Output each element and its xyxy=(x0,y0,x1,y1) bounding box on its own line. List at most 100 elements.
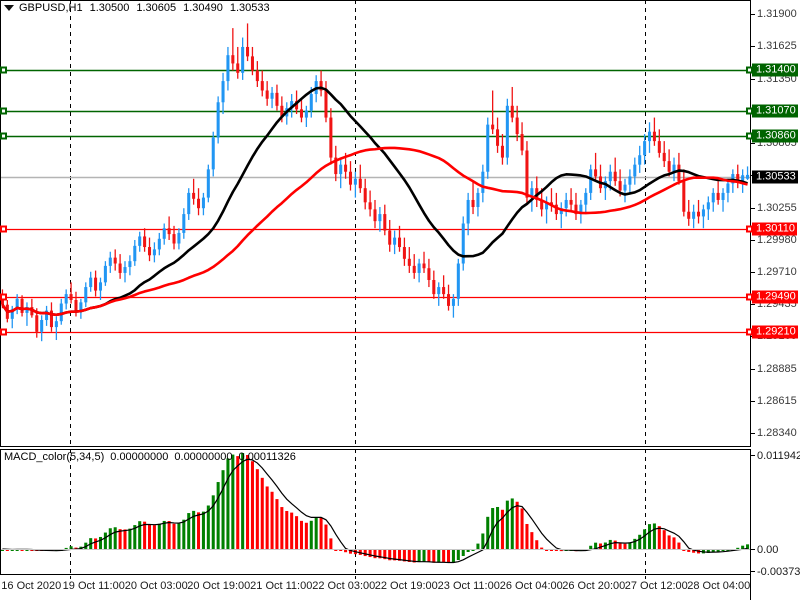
macd-histogram-bar xyxy=(368,549,372,558)
candle-body xyxy=(407,258,411,266)
price-tag-1-31400[interactable]: 1.31400 xyxy=(752,63,798,77)
macd-histogram-bar xyxy=(505,500,509,549)
price-tag-1-30110[interactable]: 1.30110 xyxy=(752,222,797,236)
macd-histogram-bar xyxy=(510,498,514,549)
macd-histogram-bar xyxy=(167,521,171,549)
candle-body xyxy=(162,228,166,239)
macd-histogram-bar xyxy=(280,507,284,549)
price-scale-tick xyxy=(751,78,755,80)
candle-body xyxy=(466,199,470,224)
candle-body xyxy=(319,81,323,91)
macd-histogram-bar xyxy=(216,482,220,549)
candle-body xyxy=(579,204,583,215)
candle-body xyxy=(697,211,701,217)
candle-body xyxy=(260,81,264,91)
candle-body xyxy=(98,282,103,291)
macd-histogram-bar xyxy=(64,547,68,550)
candle-body xyxy=(471,199,475,208)
price-scale-label: 1.29710 xyxy=(757,265,797,278)
macd-histogram-bar xyxy=(427,549,431,563)
candle-body xyxy=(373,209,377,222)
candle-body xyxy=(74,300,78,311)
macd-histogram-bar xyxy=(657,526,661,549)
level-handle-right-1-31070[interactable] xyxy=(746,107,753,115)
candle-body xyxy=(143,236,147,248)
candle-body xyxy=(510,105,514,118)
macd-histogram-bar xyxy=(417,549,421,563)
candle-body xyxy=(422,263,426,269)
price-tag-1-30533[interactable]: 1.30533 xyxy=(752,170,798,184)
macd-chart-pane[interactable] xyxy=(0,449,750,575)
level-handle-1-30110[interactable] xyxy=(0,225,7,233)
time-axis-label: 21 Oct 11:00 xyxy=(250,580,313,592)
candle-body xyxy=(638,155,642,165)
level-handle-right-1-29490[interactable] xyxy=(746,293,753,301)
candle-body xyxy=(540,199,544,210)
level-handle-1-31070[interactable] xyxy=(0,107,7,115)
candle-body xyxy=(402,247,406,259)
macd-histogram-bar xyxy=(491,508,495,549)
macd-histogram-bar xyxy=(456,549,460,561)
level-lines[interactable] xyxy=(0,69,750,334)
time-axis[interactable]: 16 Oct 2020 19 Oct 11:00 20 Oct 03:00 20 Oc… xyxy=(0,576,750,600)
level-handle-right-1-30860[interactable] xyxy=(746,132,753,140)
level-handle-right-1-30110[interactable] xyxy=(746,225,753,233)
candle-body xyxy=(295,101,299,110)
candle-body xyxy=(123,267,127,273)
candle-body xyxy=(206,169,210,198)
macd-histogram-bar xyxy=(290,512,294,549)
macd-histogram-bar xyxy=(143,521,147,549)
macd-histogram-bar xyxy=(540,547,544,550)
level-handle-right-1-31400[interactable] xyxy=(746,66,753,74)
price-tag-1-29210[interactable]: 1.29210 xyxy=(752,325,798,339)
level-handle-1-30860[interactable] xyxy=(0,132,7,140)
macd-histogram-bar xyxy=(128,528,132,549)
price-chart-svg xyxy=(0,0,750,447)
price-tag-1-30860[interactable]: 1.30860 xyxy=(752,129,798,143)
price-tag-1-29490[interactable]: 1.29490 xyxy=(752,290,798,304)
time-axis-label: 20 Oct 03:00 xyxy=(124,580,188,592)
macd-histogram-bar xyxy=(711,549,715,552)
vertical-gridlines xyxy=(70,0,646,447)
candle-body xyxy=(0,297,4,305)
level-handle-right-1-29210[interactable] xyxy=(746,328,753,336)
macd-pane-bottom-border xyxy=(0,574,750,575)
level-handle-1-29210[interactable] xyxy=(0,328,7,336)
price-scale-tick xyxy=(751,433,755,434)
macd-histogram-bar xyxy=(716,549,720,552)
candle-body xyxy=(250,56,254,71)
macd-histogram-bar xyxy=(236,456,240,549)
price-scale-tick xyxy=(751,207,755,209)
macd-histogram-bar xyxy=(535,540,539,549)
macd-histogram-bar xyxy=(255,469,259,549)
macd-histogram-bar xyxy=(363,549,367,557)
candle-body xyxy=(353,178,357,185)
candle-body xyxy=(505,105,509,158)
candle-body xyxy=(643,141,647,156)
candle-body xyxy=(736,174,740,182)
price-scale-tick xyxy=(751,368,755,370)
macd-vertical-gridlines xyxy=(70,449,646,575)
candle-body xyxy=(108,257,112,266)
price-pane-bottom-border xyxy=(0,446,750,447)
level-handle-1-29490[interactable] xyxy=(0,293,7,301)
price-scale[interactable]: 1.283401.286151.288851.291601.294351.297… xyxy=(750,0,800,447)
candle-body xyxy=(412,265,416,273)
candle-body xyxy=(246,46,250,57)
macd-histogram-bar xyxy=(618,543,622,549)
macd-histogram-bar xyxy=(525,523,529,549)
macd-histogram-bar xyxy=(84,542,88,549)
candle-body xyxy=(344,164,348,172)
candle-body xyxy=(255,70,259,82)
macd-histogram-bar xyxy=(701,549,705,554)
level-handle-1-31400[interactable] xyxy=(0,66,7,74)
price-chart-pane[interactable] xyxy=(0,0,750,447)
candle-body xyxy=(182,214,186,233)
candle-body xyxy=(496,129,500,146)
price-tag-1-31070[interactable]: 1.31070 xyxy=(752,104,798,118)
macd-histogram-bar xyxy=(520,508,524,549)
candle-body xyxy=(447,294,451,306)
price-scale-label: 1.31625 xyxy=(757,40,797,53)
candle-body xyxy=(633,164,637,177)
